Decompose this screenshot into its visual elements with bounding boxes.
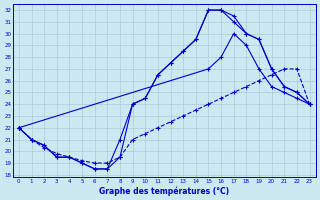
X-axis label: Graphe des températures (°C): Graphe des températures (°C) [99, 186, 229, 196]
